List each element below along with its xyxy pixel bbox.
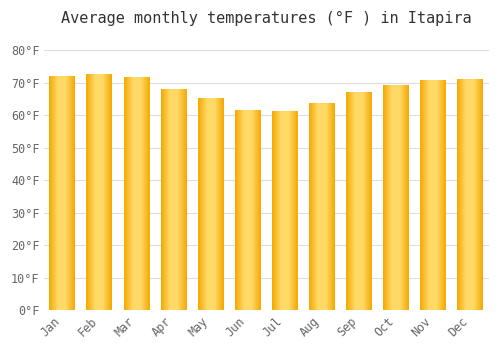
Title: Average monthly temperatures (°F ) in Itapira: Average monthly temperatures (°F ) in It… <box>61 11 472 26</box>
